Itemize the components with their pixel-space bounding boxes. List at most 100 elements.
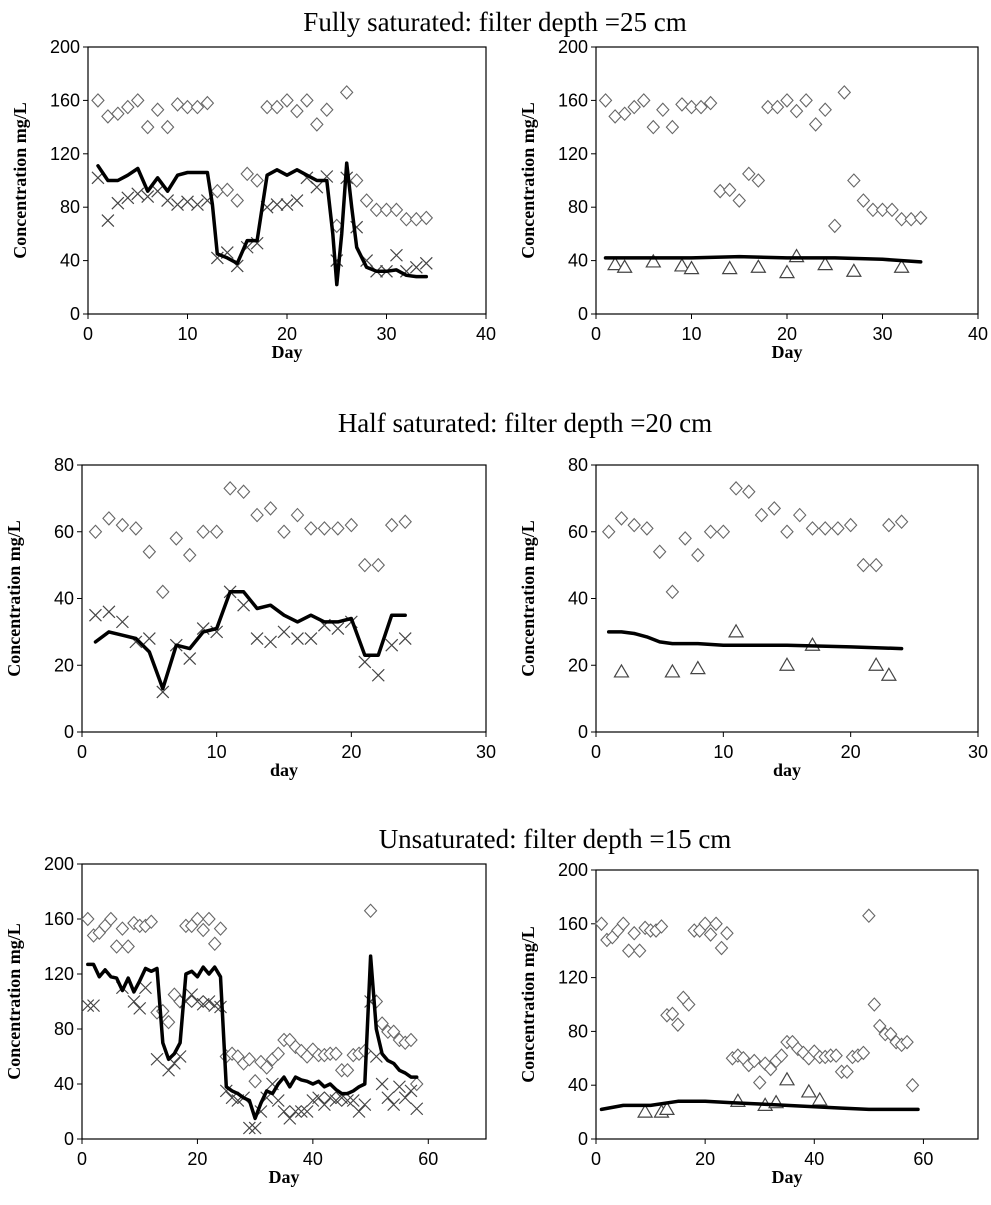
x-tick-label: 30 [376,324,396,344]
diamond-marker [129,521,143,536]
x-marker [390,248,403,262]
x-marker [352,1105,366,1118]
x-tick-label: 30 [968,742,988,762]
triangle-marker [637,1103,654,1118]
diamond-marker [883,1026,898,1042]
x-marker [181,195,194,209]
diamond-marker [399,211,414,227]
y-tick-label: 160 [558,914,588,934]
diamond-marker [682,997,696,1012]
y-axis-title: Concentration mg/L [4,923,24,1080]
diamond-marker [885,202,899,218]
plot-area-frame [595,464,979,733]
diamond-marker [882,517,896,533]
x-marker [150,1052,164,1066]
diamond-marker [747,1053,762,1069]
diamond-marker [703,95,718,111]
y-tick-label: 60 [54,522,74,542]
triangle-marker [689,660,706,675]
diamond-marker [665,1006,680,1022]
triangle-marker [893,259,910,273]
x-marker [162,1063,175,1077]
diamond-marker [104,911,118,927]
diamond-marker [805,521,820,536]
diamond-marker [614,511,629,526]
diamond-marker [894,514,909,530]
x-marker [171,198,184,211]
diamond-marker [290,507,305,523]
x-tick-label: 60 [913,1149,933,1169]
diamond-marker [869,557,883,573]
y-tick-label: 80 [568,455,588,475]
diamond-marker [271,1046,285,1062]
y-tick-label: 20 [568,655,588,675]
chart-panel-4: 0 20 40 60 80 0 10 20 30 day Concentration mg/L [518,455,988,780]
diamond-marker [156,584,170,600]
diamond-marker [144,914,159,930]
diamond-marker [344,517,359,533]
y-tick-label: 120 [558,144,588,164]
diamond-marker [263,501,278,516]
x-marker [358,1098,372,1112]
diamond-marker [161,1014,176,1030]
x-marker [127,995,141,1008]
x-marker [393,1080,406,1094]
diamond-marker [259,1060,274,1075]
triangle-marker [607,256,624,271]
x-marker [219,1084,233,1098]
diamond-marker [632,943,647,959]
diamond-marker [121,99,135,115]
series-line [86,954,419,1121]
diamond-marker [88,524,103,540]
y-tick-label: 120 [50,144,80,164]
x-marker [248,1121,262,1135]
x-marker [280,198,294,211]
y-axis-title: Concentration mg/L [4,520,24,677]
diamond-marker [220,182,235,198]
x-marker [277,625,291,639]
diamond-marker [250,507,264,523]
diamond-marker [358,557,372,573]
x-marker [115,615,129,629]
triangle-marker [658,1101,675,1116]
diamond-marker [384,517,399,533]
y-tick-label: 120 [558,968,588,988]
diamond-marker [703,927,718,942]
triangle-marker [778,657,796,671]
diamond-marker [240,166,254,182]
y-tick-label: 80 [60,197,80,217]
x-marker [271,1094,285,1107]
diamond-marker [913,210,928,226]
diamond-marker [250,173,264,188]
diamond-marker [873,1018,887,1034]
diamond-marker [905,1077,920,1093]
diamond-marker [109,939,124,954]
y-tick-label: 40 [568,251,588,271]
triangle-marker [811,1091,828,1106]
diamond-marker [202,911,216,927]
diamond-marker [389,202,404,218]
diamond-marker [671,1017,685,1032]
diamond-marker [646,119,661,135]
y-tick-label: 80 [568,197,588,217]
diamond-marker [665,119,680,135]
x-axis-title: Day [772,342,803,362]
x-marker [139,981,152,995]
x-marker [289,1105,302,1118]
x-marker [191,198,204,211]
x-tick-label: 40 [303,1149,323,1169]
y-tick-label: 0 [64,722,74,742]
plot-area-frame [81,464,487,733]
diamond-marker [180,99,195,115]
diamond-marker [752,1075,767,1090]
x-marker [387,1098,401,1112]
series-line [93,590,407,691]
diamond-marker [770,99,785,115]
x-axis-title: Day [272,342,303,362]
x-marker [183,652,197,665]
x-marker [111,196,125,210]
x-tick-label: 20 [777,324,797,344]
x-marker [283,1111,297,1125]
diamond-marker [150,102,165,118]
